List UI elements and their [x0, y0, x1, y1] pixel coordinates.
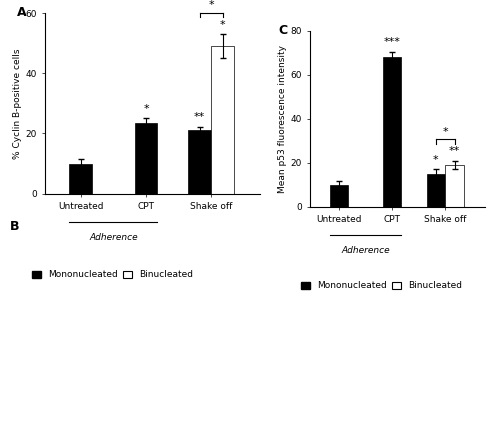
- Bar: [426, 174, 445, 207]
- Bar: [134, 123, 158, 194]
- Text: *: *: [220, 20, 226, 30]
- Bar: [188, 130, 211, 194]
- Bar: [383, 57, 402, 207]
- Bar: [211, 46, 234, 194]
- Text: *: *: [433, 155, 439, 165]
- Bar: [330, 185, 348, 207]
- Text: *: *: [208, 0, 214, 10]
- Text: **: **: [449, 146, 460, 156]
- Text: B: B: [10, 220, 20, 233]
- Legend: Mononucleated, Binucleated: Mononucleated, Binucleated: [28, 267, 197, 283]
- Y-axis label: % Cyclin B-positive cells: % Cyclin B-positive cells: [14, 48, 22, 159]
- Bar: [70, 164, 92, 194]
- Text: A: A: [17, 6, 26, 19]
- Text: Adherence: Adherence: [89, 233, 138, 242]
- Y-axis label: Mean p53 fluorescence intensity: Mean p53 fluorescence intensity: [278, 45, 287, 193]
- Text: *: *: [442, 127, 448, 137]
- Text: ***: ***: [384, 37, 400, 47]
- Text: *: *: [143, 104, 149, 114]
- Legend: Mononucleated, Binucleated: Mononucleated, Binucleated: [297, 278, 466, 294]
- Text: C: C: [278, 24, 287, 37]
- Text: Adherence: Adherence: [342, 246, 390, 254]
- Text: **: **: [194, 112, 205, 122]
- Bar: [445, 165, 464, 207]
